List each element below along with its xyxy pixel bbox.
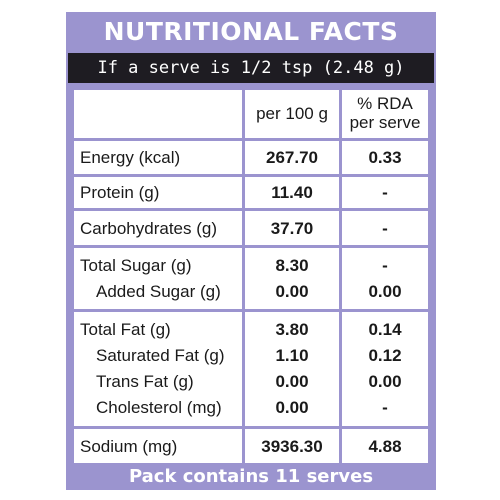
rda-value: 0.00 [368, 372, 402, 391]
rda-value: 0.00 [368, 282, 402, 301]
row-label-text: Protein (g) [80, 183, 160, 202]
row-label-text: Carbohydrates (g) [80, 219, 218, 238]
rda-value: - [382, 398, 388, 417]
row-per100-sugars: 8.30 0.00 [245, 248, 339, 309]
header-rda-line1: % RDA [357, 94, 413, 113]
rda-value: 4.88 [368, 437, 402, 456]
per100-value: 0.00 [275, 372, 309, 391]
header-per-100g-text: per 100 g [256, 104, 328, 123]
per100-value: 0.00 [275, 282, 309, 301]
header-rda: % RDA per serve [342, 90, 428, 138]
row-per100-protein: 11.40 [245, 177, 339, 208]
row-label-protein: Protein (g) [74, 177, 242, 208]
rda-value: - [382, 219, 388, 238]
label-title: NUTRITIONAL FACTS [103, 17, 399, 46]
row-rda-sodium: 4.88 [342, 429, 428, 463]
row-label-sugars: Total Sugar (g) Added Sugar (g) [74, 248, 242, 309]
header-per-100g: per 100 g [245, 90, 339, 138]
row-label-text: Saturated Fat (g) [96, 346, 225, 365]
header-rda-line2: per serve [349, 113, 421, 132]
row-label-text: Energy (kcal) [80, 148, 181, 167]
per100-value: 8.30 [275, 256, 309, 275]
row-label-carbohydrates: Carbohydrates (g) [74, 211, 242, 245]
nutrition-table: per 100 g % RDA per serve Energy (kcal) … [74, 90, 428, 463]
row-per100-energy: 267.70 [245, 141, 339, 174]
header-blank-cell [74, 90, 242, 138]
row-label-text: Cholesterol (mg) [96, 398, 222, 417]
row-rda-energy: 0.33 [342, 141, 428, 174]
pack-serves-footer: Pack contains 11 serves [128, 466, 374, 487]
rda-value: 0.12 [368, 346, 402, 365]
row-label-text: Sodium (mg) [80, 437, 178, 456]
per100-value: 11.40 [271, 183, 313, 202]
row-rda-protein: - [342, 177, 428, 208]
row-label-sodium: Sodium (mg) [74, 429, 242, 463]
row-label-text: Total Fat (g) [80, 320, 171, 339]
row-per100-carbohydrates: 37.70 [245, 211, 339, 245]
per100-value: 267.70 [266, 148, 318, 167]
row-label-text: Added Sugar (g) [96, 282, 221, 301]
row-per100-sodium: 3936.30 [245, 429, 339, 463]
row-label-energy: Energy (kcal) [74, 141, 242, 174]
row-label-fats: Total Fat (g) Saturated Fat (g) Trans Fa… [74, 312, 242, 426]
per100-value: 37.70 [270, 219, 314, 238]
row-label-text: Total Sugar (g) [80, 256, 192, 275]
serving-size-bar: If a serve is 1/2 tsp (2.48 g) [68, 53, 434, 83]
per100-value: 0.00 [275, 398, 309, 417]
per100-value: 3936.30 [261, 437, 323, 456]
row-rda-fats: 0.14 0.12 0.00 - [342, 312, 428, 426]
per100-value: 3.80 [275, 320, 309, 339]
row-per100-fats: 3.80 1.10 0.00 0.00 [245, 312, 339, 426]
nutrition-facts-label: NUTRITIONAL FACTS If a serve is 1/2 tsp … [66, 12, 436, 490]
per100-value: 1.10 [275, 346, 309, 365]
row-rda-carbohydrates: - [342, 211, 428, 245]
rda-value: - [382, 183, 388, 202]
rda-value: - [382, 256, 388, 275]
row-label-text: Trans Fat (g) [96, 372, 194, 391]
rda-value: 0.33 [368, 148, 402, 167]
row-rda-sugars: - 0.00 [342, 248, 428, 309]
rda-value: 0.14 [368, 320, 402, 339]
